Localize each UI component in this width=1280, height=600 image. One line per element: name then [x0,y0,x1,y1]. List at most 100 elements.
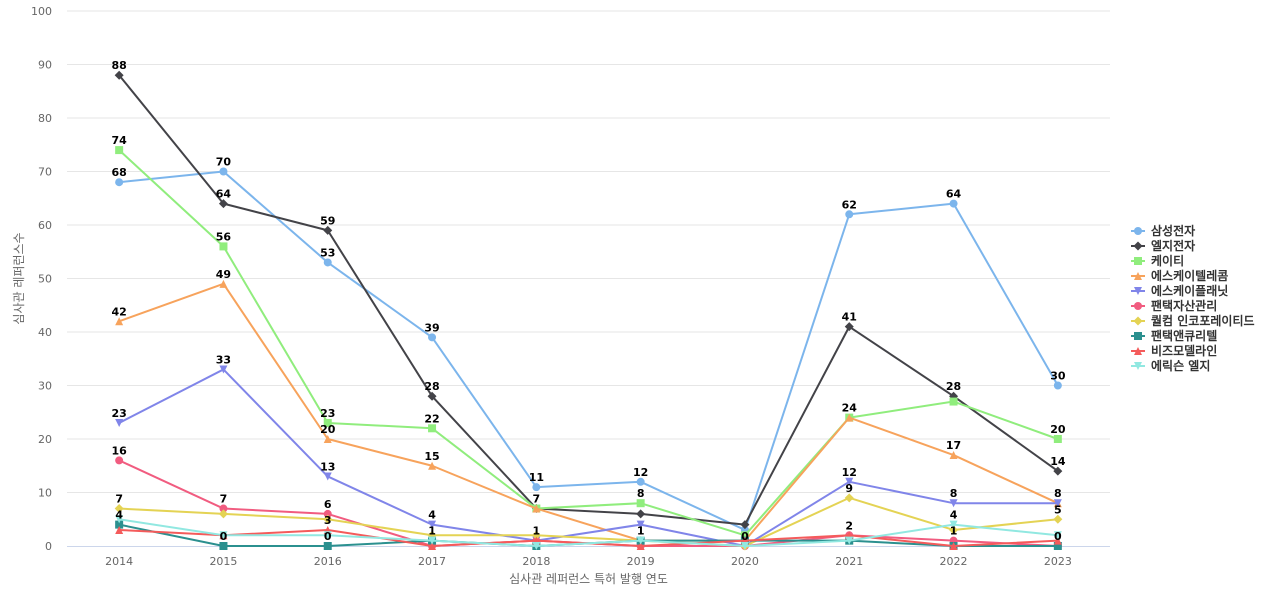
data-point[interactable] [323,472,332,481]
data-point[interactable] [636,477,645,486]
data-point[interactable] [219,167,228,176]
data-point[interactable] [949,499,958,508]
legend-item[interactable]: 비즈모델라인 [1131,343,1217,358]
data-point[interactable] [1053,542,1062,550]
y-tick-label: 70 [38,166,52,179]
data-point[interactable] [323,514,333,524]
data-point[interactable] [218,509,228,519]
data-point[interactable] [949,397,958,406]
data-point[interactable] [636,499,645,508]
data-point[interactable] [218,199,228,209]
data-point[interactable] [115,515,124,524]
data-point[interactable] [323,542,332,550]
legend-item[interactable]: 에릭슨 엘지 [1131,358,1210,373]
data-point[interactable] [428,536,437,545]
data-label: 0 [741,530,749,543]
data-point[interactable] [115,418,124,427]
data-point[interactable] [636,542,645,550]
series-5 [115,365,1062,550]
data-point[interactable] [636,536,645,545]
legend-item[interactable]: 팬택자산관리 [1131,298,1217,313]
data-label: 64 [946,188,962,201]
data-point[interactable] [219,531,228,540]
data-point[interactable] [845,413,854,422]
data-point[interactable] [428,520,437,529]
data-point[interactable] [949,199,958,208]
data-point[interactable] [949,525,959,535]
data-point[interactable] [1053,536,1062,545]
data-point[interactable] [115,317,124,326]
data-label: 53 [320,246,335,259]
data-point[interactable] [323,531,332,540]
data-point[interactable] [427,391,437,401]
legend-marker [1133,241,1143,251]
legend-marker [1134,287,1142,295]
data-label: 8 [637,487,645,500]
data-point[interactable] [636,520,645,529]
data-point[interactable] [845,477,854,486]
data-point[interactable] [740,542,749,550]
data-point[interactable] [949,520,958,529]
legend-item[interactable]: 퀄컴 인코포레이티드 [1131,313,1255,328]
data-point[interactable] [532,504,541,513]
data-point[interactable] [323,509,332,518]
data-label: 5 [1054,503,1062,516]
data-label: 88 [111,59,126,72]
data-point[interactable] [845,536,854,545]
series-line [118,518,1058,547]
data-point[interactable] [636,509,646,519]
data-point[interactable] [219,279,228,288]
data-point[interactable] [219,504,228,513]
data-point[interactable] [115,520,124,529]
data-label: 23 [111,407,126,420]
data-label: 64 [216,188,232,201]
legend-item[interactable]: 케이티 [1131,253,1184,268]
data-point[interactable] [323,418,332,427]
data-label: 7 [115,493,123,506]
data-point[interactable] [1053,531,1062,540]
data-point[interactable] [219,542,228,550]
series-line [118,149,1059,537]
data-point[interactable] [1053,435,1062,443]
data-point[interactable] [323,225,333,235]
data-point[interactable] [532,483,541,492]
data-point[interactable] [844,322,854,332]
data-point[interactable] [115,525,124,534]
data-point[interactable] [323,435,332,443]
data-point[interactable] [531,530,541,540]
series-line [118,282,1059,542]
data-point[interactable] [740,531,749,540]
legend-item[interactable]: 팬택앤큐리텔 [1131,328,1217,343]
data-point[interactable] [1053,381,1062,390]
data-point[interactable] [1053,466,1063,476]
data-point[interactable] [115,456,124,465]
data-point[interactable] [114,70,124,80]
data-point[interactable] [428,461,437,470]
legend-item[interactable]: 엘지전자 [1131,238,1195,253]
data-point[interactable] [219,242,228,251]
data-point[interactable] [115,146,124,155]
data-point[interactable] [428,424,437,433]
data-point[interactable] [845,210,854,219]
data-point[interactable] [428,542,437,550]
data-point[interactable] [949,542,958,550]
data-point[interactable] [115,178,124,187]
data-point[interactable] [428,333,437,342]
data-point[interactable] [114,504,124,514]
legend-item[interactable]: 에스케이텔레콤 [1131,268,1228,283]
data-point[interactable] [323,258,332,267]
data-point[interactable] [844,493,854,503]
data-point[interactable] [740,520,750,530]
data-point[interactable] [1053,514,1063,524]
data-point[interactable] [219,365,228,374]
legend-item[interactable]: 에스케이플래닛 [1131,283,1228,298]
data-point[interactable] [1053,499,1062,508]
data-point[interactable] [949,451,958,460]
series-2 [114,70,1063,530]
data-label: 4 [950,509,958,522]
data-label: 4 [115,509,123,522]
y-tick-label: 80 [38,112,52,125]
legend-item[interactable]: 삼성전자 [1131,223,1195,238]
data-point[interactable] [532,542,541,550]
